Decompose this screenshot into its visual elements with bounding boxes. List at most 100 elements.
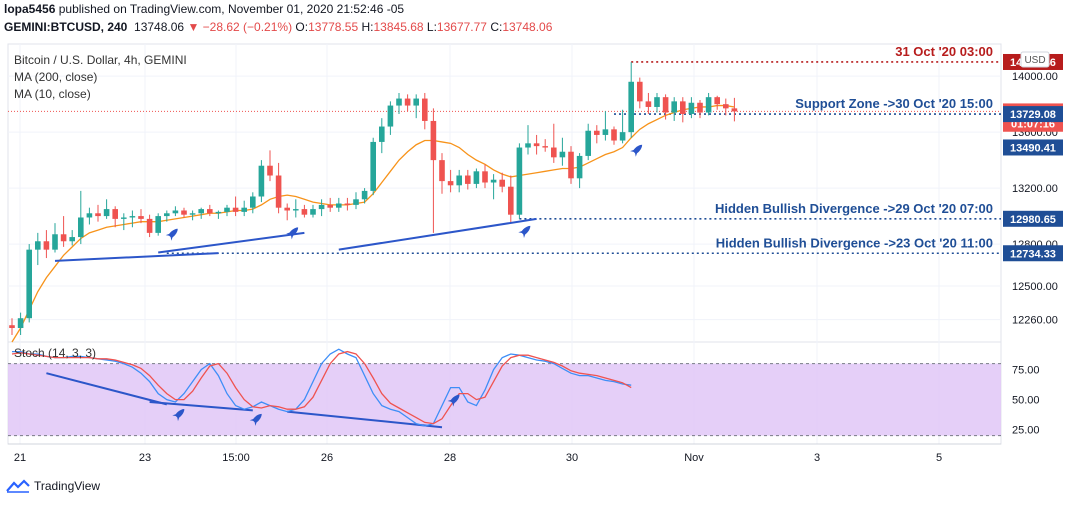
- candle[interactable]: [680, 97, 686, 123]
- candle[interactable]: [310, 204, 316, 218]
- rocket-body: [288, 227, 299, 237]
- candle[interactable]: [602, 111, 609, 141]
- candle[interactable]: [465, 169, 471, 190]
- candle[interactable]: [284, 203, 290, 221]
- candle[interactable]: [207, 204, 213, 217]
- candle[interactable]: [628, 62, 634, 138]
- candle[interactable]: [318, 199, 325, 217]
- candle[interactable]: [533, 134, 540, 155]
- candle[interactable]: [508, 175, 514, 224]
- candle[interactable]: [344, 197, 351, 211]
- candle[interactable]: [112, 206, 118, 228]
- candle[interactable]: [456, 169, 462, 193]
- candle[interactable]: [361, 188, 368, 204]
- candle[interactable]: [26, 244, 32, 323]
- candle[interactable]: [232, 196, 239, 217]
- candle[interactable]: [9, 318, 15, 336]
- candle[interactable]: [619, 109, 626, 144]
- candle[interactable]: [215, 210, 222, 219]
- candle[interactable]: [731, 97, 738, 122]
- candle[interactable]: [637, 77, 643, 109]
- price-trendline[interactable]: [158, 231, 305, 254]
- candle[interactable]: [258, 160, 265, 203]
- candle[interactable]: [370, 137, 376, 196]
- candle[interactable]: [611, 126, 617, 145]
- candle[interactable]: [129, 210, 136, 228]
- candle[interactable]: [164, 210, 170, 222]
- level-label: Hidden Bullish Divergence ->29 Oct '20 0…: [715, 201, 993, 216]
- candle[interactable]: [490, 174, 497, 200]
- candle[interactable]: [482, 164, 488, 189]
- candle[interactable]: [723, 98, 729, 116]
- candle[interactable]: [430, 108, 437, 233]
- price-trendline[interactable]: [54, 252, 219, 262]
- candle[interactable]: [60, 216, 67, 247]
- candle[interactable]: [327, 197, 333, 212]
- candle[interactable]: [594, 125, 600, 144]
- candle[interactable]: [662, 94, 669, 120]
- candle[interactable]: [714, 95, 720, 110]
- candle[interactable]: [250, 192, 256, 214]
- high-label: H:: [361, 20, 374, 34]
- candle[interactable]: [155, 213, 161, 236]
- candle[interactable]: [301, 204, 308, 218]
- candle[interactable]: [645, 92, 652, 114]
- currency-badge[interactable]: [1020, 51, 1050, 68]
- candle[interactable]: [447, 169, 454, 193]
- candle[interactable]: [336, 197, 342, 212]
- candle[interactable]: [69, 230, 75, 246]
- stoch-trendline[interactable]: [287, 410, 443, 429]
- candle[interactable]: [705, 92, 712, 116]
- candle[interactable]: [181, 207, 187, 218]
- candle[interactable]: [172, 206, 179, 217]
- footer-brand[interactable]: TradingView: [34, 479, 101, 493]
- candle[interactable]: [404, 94, 411, 112]
- candle[interactable]: [688, 97, 695, 119]
- candle[interactable]: [103, 199, 110, 219]
- candle[interactable]: [473, 168, 480, 189]
- candle[interactable]: [585, 123, 591, 161]
- candle[interactable]: [86, 207, 93, 225]
- stoch-trendline[interactable]: [46, 372, 168, 406]
- candle[interactable]: [413, 94, 419, 119]
- candle[interactable]: [78, 190, 84, 245]
- candle[interactable]: [198, 207, 204, 219]
- candle[interactable]: [35, 232, 41, 266]
- candle[interactable]: [95, 204, 101, 222]
- candle[interactable]: [499, 172, 505, 193]
- author-name[interactable]: lopa5456: [4, 2, 56, 16]
- candle[interactable]: [353, 192, 359, 210]
- candle[interactable]: [224, 204, 230, 217]
- candle[interactable]: [439, 153, 445, 194]
- candle[interactable]: [559, 137, 566, 166]
- candle[interactable]: [241, 200, 247, 217]
- candle[interactable]: [396, 92, 402, 114]
- candle[interactable]: [551, 123, 557, 163]
- candle[interactable]: [121, 213, 127, 231]
- candle[interactable]: [542, 139, 548, 152]
- candle[interactable]: [525, 125, 531, 155]
- candle[interactable]: [379, 118, 385, 154]
- candle[interactable]: [293, 199, 299, 218]
- candle[interactable]: [568, 146, 574, 184]
- candle[interactable]: [43, 230, 50, 259]
- rocket-icon: [172, 409, 185, 422]
- candle[interactable]: [576, 153, 583, 189]
- candle[interactable]: [267, 150, 273, 182]
- candle[interactable]: [516, 143, 523, 219]
- candle[interactable]: [387, 101, 394, 135]
- candle[interactable]: [189, 210, 196, 221]
- candle[interactable]: [275, 162, 282, 214]
- candle[interactable]: [697, 99, 703, 119]
- candle[interactable]: [17, 312, 24, 336]
- candle[interactable]: [52, 223, 58, 253]
- stoch-trendline[interactable]: [149, 401, 253, 412]
- candle[interactable]: [671, 97, 677, 121]
- price-trendline[interactable]: [338, 217, 537, 251]
- price-pane[interactable]: [7, 43, 1002, 343]
- candle[interactable]: [138, 209, 144, 224]
- candle[interactable]: [654, 92, 660, 113]
- candle[interactable]: [422, 92, 428, 130]
- candle[interactable]: [146, 214, 153, 238]
